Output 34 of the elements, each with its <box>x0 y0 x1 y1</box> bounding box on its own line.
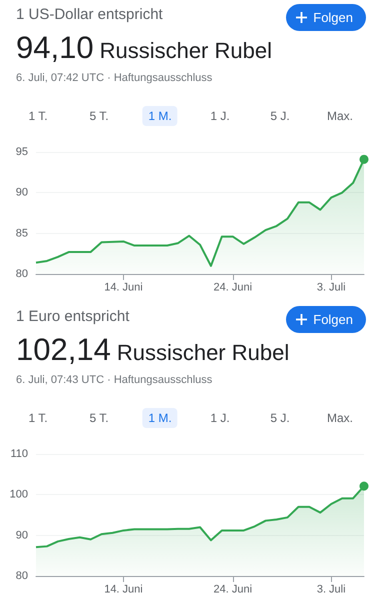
x-tick-label: 3. Juli <box>316 584 346 596</box>
text: 1 T. <box>27 410 49 427</box>
text: 5 J. <box>269 410 291 427</box>
y-tick-label: 90 <box>16 529 28 542</box>
x-tick-label: 14. Juni <box>104 282 143 294</box>
y-tick-label: 90 <box>16 186 28 199</box>
text: 1 M. <box>142 408 178 428</box>
chart-title: 1 Euro entspricht <box>16 308 130 325</box>
text: Max. <box>326 108 354 125</box>
y-tick-label: 80 <box>16 268 28 280</box>
y-tick-label: 80 <box>16 570 28 582</box>
text: 1 J. <box>209 108 231 125</box>
x-tick-label: 14. Juni <box>104 584 143 596</box>
text: 5 T. <box>88 108 110 125</box>
text: Folgen <box>313 312 353 327</box>
text: 5 J. <box>269 108 291 125</box>
text: 1 J. <box>209 410 231 427</box>
text: Folgen <box>313 10 353 25</box>
y-tick-label: 95 <box>16 146 28 158</box>
y-tick-label: 100 <box>10 488 28 501</box>
x-tick-label: 24. Juni <box>214 282 252 294</box>
y-tick-label: 85 <box>16 227 28 240</box>
text: 5 T. <box>88 410 110 427</box>
chart-subtitle: 94,10 Russischer Rubel <box>16 30 272 65</box>
text: 1 T. <box>27 108 49 125</box>
text: 6. Juli, 07:43 UTC · Haftungsausschluss <box>16 374 212 386</box>
y-tick-label: 110 <box>10 448 28 460</box>
x-tick-label: 24. Juni <box>214 584 252 596</box>
text: Max. <box>326 410 354 427</box>
text: 1 M. <box>142 106 178 126</box>
x-tick-label: 3. Juli <box>316 282 346 294</box>
text: 6. Juli, 07:42 UTC · Haftungsausschluss <box>16 72 212 84</box>
chart-subtitle: 102,14 Russischer Rubel <box>16 332 290 367</box>
chart-title: 1 US-Dollar entspricht <box>16 6 163 23</box>
